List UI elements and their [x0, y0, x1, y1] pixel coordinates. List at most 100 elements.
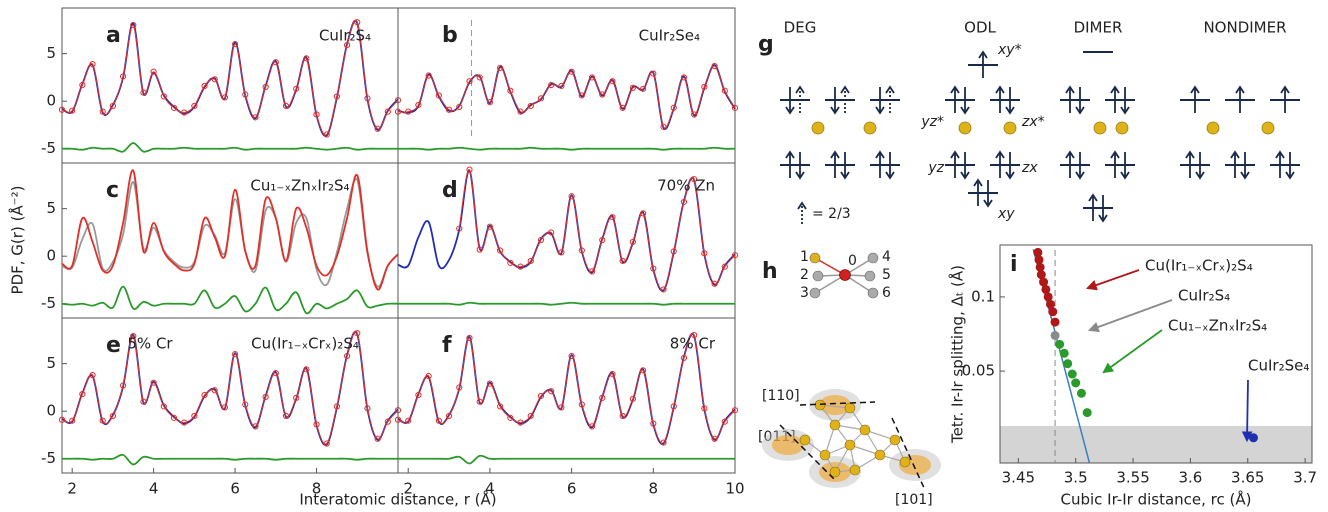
atom-label: 4	[882, 249, 891, 265]
panel-letter: h	[762, 259, 778, 284]
atom-label: 6	[882, 285, 891, 301]
cu-atom	[1094, 122, 1106, 134]
label-arrow	[1104, 330, 1162, 372]
label-arrow	[1090, 300, 1172, 330]
atom	[850, 465, 860, 475]
panel-letter: d	[442, 178, 458, 203]
atom-label: 1	[800, 249, 809, 265]
atom	[810, 288, 820, 298]
x-tick-label: 8	[649, 480, 659, 498]
x-tick-label: 2	[403, 480, 413, 498]
panel-letter: b	[442, 23, 458, 48]
atom	[800, 435, 810, 445]
x-axis-title: Cubic Ir-Ir distance, rc (Å)	[1060, 490, 1251, 509]
cu-atom	[1116, 122, 1128, 134]
cu-atom	[1262, 122, 1274, 134]
orbital-label: xy	[997, 206, 1015, 222]
atom	[813, 271, 823, 281]
data-point	[1048, 307, 1057, 316]
panel-letter: a	[106, 23, 121, 48]
atom-label: 5	[882, 267, 891, 283]
shaded-band	[1000, 426, 1312, 463]
series-label: CuIr₂S₄	[1178, 287, 1230, 305]
y-tick-label: 0	[46, 402, 56, 420]
data-point	[1071, 378, 1080, 387]
x-tick-label: 3.55	[1116, 469, 1149, 487]
x-tick-label: 10	[725, 480, 744, 498]
atom	[868, 288, 878, 298]
data-line	[62, 455, 398, 465]
legend-text: = 2/3	[812, 206, 851, 222]
data-point	[1055, 340, 1064, 349]
annotation: Cu(Ir₁₋ₓCrₓ)₂S₄	[251, 335, 359, 353]
data-point	[1068, 370, 1077, 379]
x-tick-label: 4	[149, 480, 159, 498]
atom	[815, 400, 825, 410]
y-axis-title: PDF, G(r) (Å⁻²)	[8, 186, 27, 295]
x-tick-label: 6	[567, 480, 577, 498]
y-tick-label: 0	[46, 247, 56, 265]
series-label: Cu₁₋ₓZnₓIr₂S₄	[1168, 317, 1267, 335]
annotation: CuIr₂S₄	[319, 27, 371, 45]
atom	[810, 253, 820, 263]
orbital-blob	[772, 435, 804, 455]
panel-letter: c	[106, 178, 119, 203]
data-line	[62, 287, 398, 314]
atom	[875, 450, 885, 460]
y-tick-label: -5	[41, 294, 56, 312]
y-tick-label: 0.05	[962, 362, 995, 380]
y-tick-label: 5	[46, 199, 56, 217]
series-label: CuIr₂Se₄	[1248, 357, 1309, 375]
data-line	[398, 303, 735, 305]
x-tick-label: 6	[230, 480, 240, 498]
x-axis-title: Interatomic distance, r (Å)	[299, 490, 496, 509]
y-tick-label: 0.1	[971, 287, 995, 305]
label-arrow	[1088, 270, 1139, 288]
panel-letter: e	[106, 333, 121, 358]
y-axis-title: Tetr. Ir-Ir splitting, Δₜ (Å)	[948, 265, 967, 444]
x-tick-label: 3.7	[1293, 469, 1317, 487]
orbital-label: zx*	[1021, 114, 1045, 130]
annotation: 5% Cr	[127, 335, 173, 353]
x-tick-label: 3.65	[1231, 469, 1264, 487]
atom	[865, 271, 875, 281]
atom-center	[840, 270, 851, 281]
series-label: Cu(Ir₁₋ₓCrₓ)₂S₄	[1145, 257, 1253, 275]
column-title: ODL	[964, 19, 996, 37]
atom	[860, 425, 870, 435]
annotation: CuIr₂Se₄	[639, 27, 700, 45]
cu-atom	[1004, 122, 1016, 134]
data-point	[1083, 408, 1092, 417]
x-tick-label: 3.5	[1064, 469, 1088, 487]
orbital-label: yz*	[920, 114, 944, 130]
cu-atom	[1207, 122, 1219, 134]
atom	[890, 435, 900, 445]
orbital-label: xy*	[997, 42, 1022, 58]
direction-label: [110]	[762, 388, 800, 404]
cu-atom	[959, 122, 971, 134]
x-tick-label: 2	[67, 480, 77, 498]
data-line	[398, 148, 735, 150]
data-point	[1077, 389, 1086, 398]
column-title: NONDIMER	[1203, 19, 1286, 37]
atom-label: 2	[800, 267, 809, 283]
data-point	[1051, 318, 1060, 327]
atom	[845, 403, 855, 413]
atom	[868, 253, 878, 263]
panel-letter: i	[1010, 252, 1018, 277]
annotation: 8% Cr	[670, 335, 716, 353]
cu-atom	[864, 122, 876, 134]
data-point	[1051, 331, 1060, 340]
y-tick-label: 0	[46, 92, 56, 110]
panel-letter: f	[442, 333, 452, 358]
y-tick-label: 5	[46, 44, 56, 62]
data-line	[62, 143, 398, 152]
panel-letter: g	[758, 32, 774, 57]
atom	[830, 420, 840, 430]
data-point	[1063, 359, 1072, 368]
x-tick-label: 4	[485, 480, 495, 498]
atom	[820, 450, 830, 460]
column-title: DIMER	[1074, 19, 1123, 37]
data-point	[1249, 433, 1258, 442]
label-arrow	[1247, 380, 1248, 440]
